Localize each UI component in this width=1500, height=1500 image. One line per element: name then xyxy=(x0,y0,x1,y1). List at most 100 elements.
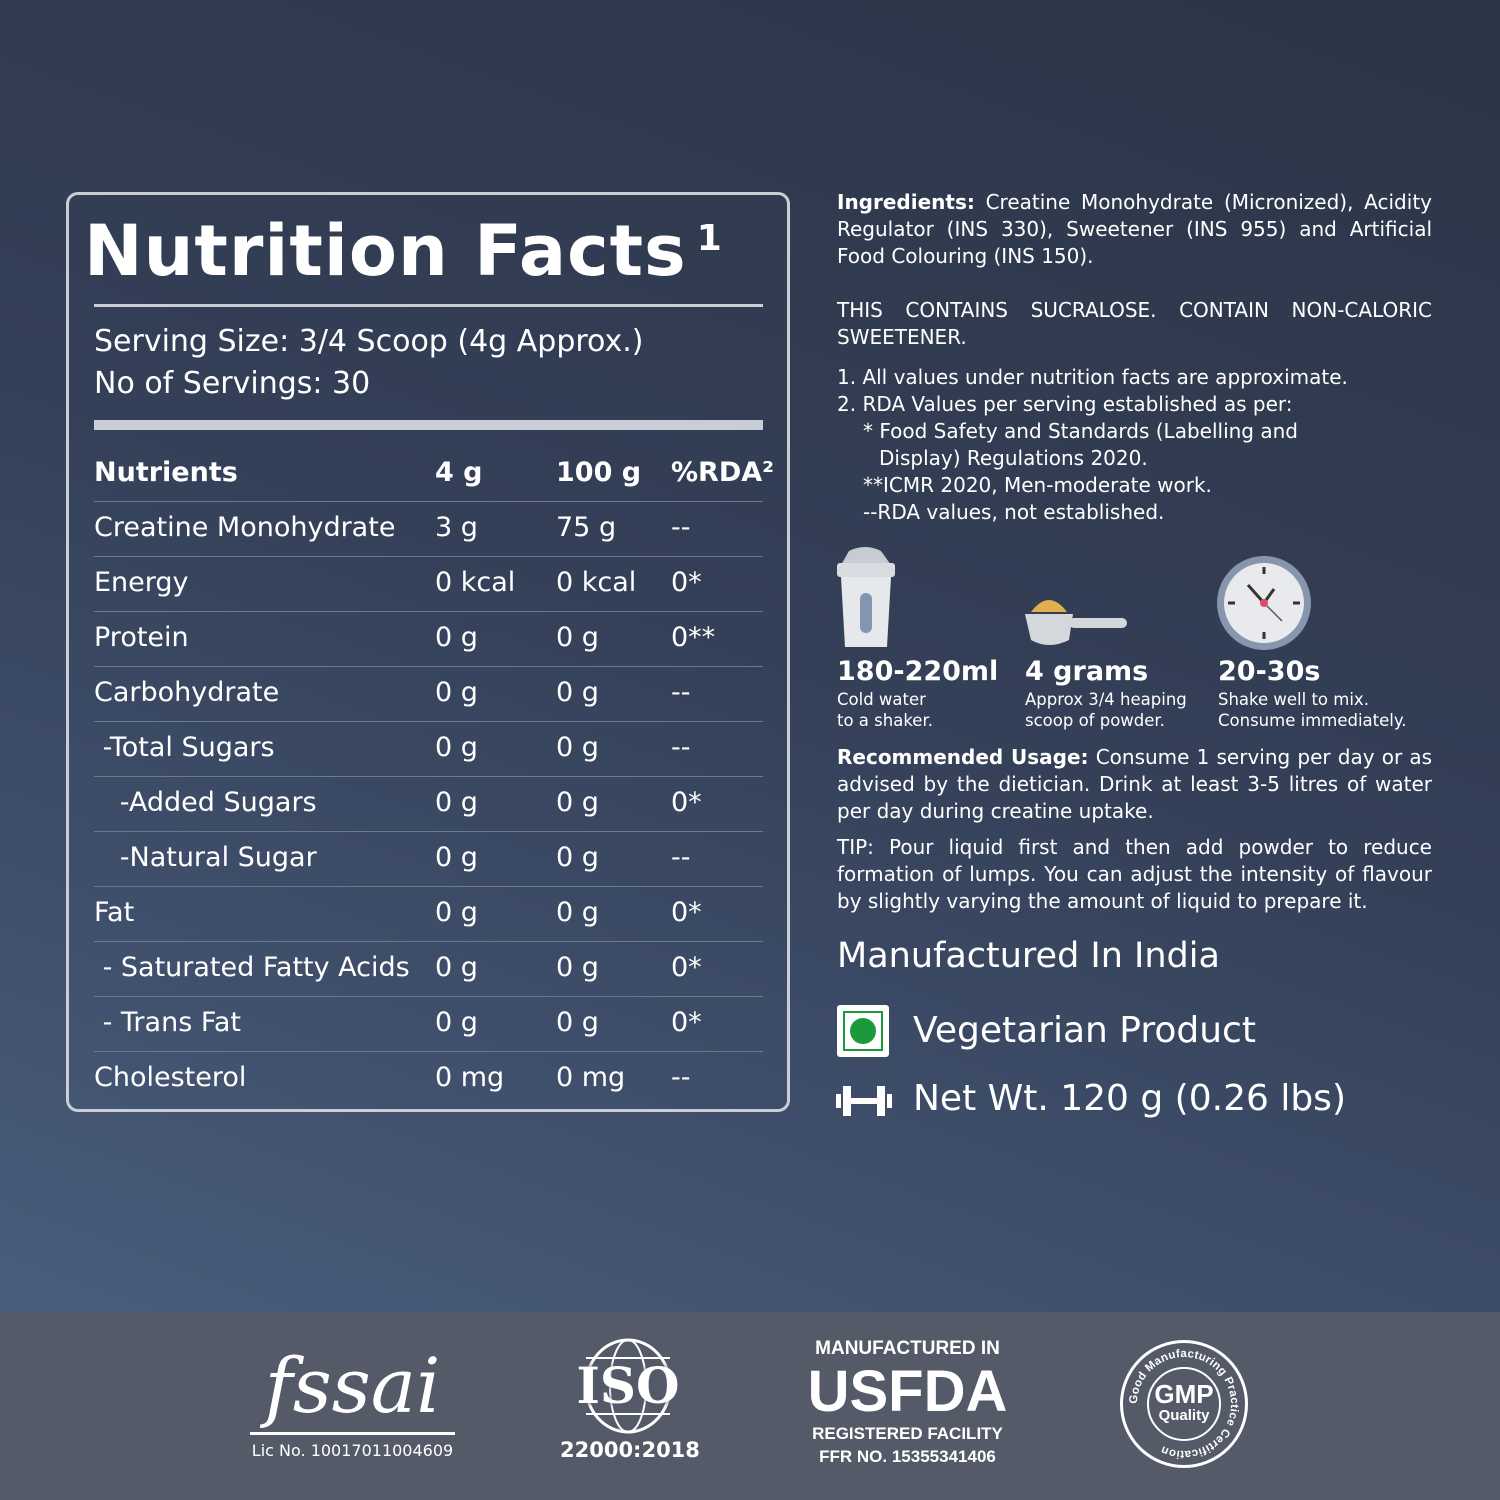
clock-icon xyxy=(1217,556,1311,650)
table-cell: 0 kcal xyxy=(556,567,637,598)
table-cell: 0* xyxy=(671,952,702,983)
table-row: Protein 0 g 0 g 0** xyxy=(94,612,763,667)
step-shake: 20-30s Shake well to mix. Consume immediat… xyxy=(1218,655,1407,731)
shaker-icon xyxy=(837,547,895,647)
step-text: scoop of powder. xyxy=(1025,711,1165,730)
step-title: 20-30s xyxy=(1218,656,1321,687)
table-cell: 0* xyxy=(671,1007,702,1038)
table-cell: -Total Sugars xyxy=(94,732,275,763)
step-title: 4 grams xyxy=(1025,656,1149,687)
footnotes: 1. All values under nutrition facts are … xyxy=(837,364,1432,526)
sweetener-warning: THIS CONTAINS SUCRALOSE. CONTAIN NON-CAL… xyxy=(837,298,1432,349)
net-weight: Net Wt. 120 g (0.26 lbs) xyxy=(913,1078,1346,1119)
ingredients-text: Creatine Monohydrate (Micronized), Acidi… xyxy=(837,190,1432,268)
iso-logo: ISO 22000:2018 xyxy=(560,1338,700,1462)
table-cell: 0 g xyxy=(556,897,599,928)
ingredients: Ingredients: Creatine Monohydrate (Micro… xyxy=(837,189,1432,270)
table-cell: 0* xyxy=(671,897,702,928)
table-cell: 0 g xyxy=(556,842,599,873)
recommended-usage: Recommended Usage: Consume 1 serving per… xyxy=(837,744,1432,825)
iso-code: 22000:2018 xyxy=(560,1438,700,1462)
table-cell: -- xyxy=(671,842,691,873)
vegetarian-product: Vegetarian Product xyxy=(913,1010,1256,1051)
table-cell: 0** xyxy=(671,622,716,653)
table-cell: Protein xyxy=(94,622,189,653)
table-cell: Carbohydrate xyxy=(94,677,280,708)
table-cell: -- xyxy=(671,1062,691,1093)
table-cell: 0 g xyxy=(435,732,478,763)
tip: TIP: Pour liquid first and then add powd… xyxy=(837,835,1432,913)
table-cell: 3 g xyxy=(435,512,478,543)
usfda-top: MANUFACTURED IN xyxy=(815,1338,1000,1359)
table-cell: Fat xyxy=(94,897,135,928)
gmp-seal: Good Manufacturing Practice Certificatio… xyxy=(1120,1340,1248,1468)
table-cell: 0 g xyxy=(435,677,478,708)
table-cell: Energy xyxy=(94,567,189,598)
title-text: Nutrition Facts xyxy=(84,210,687,292)
table-cell: 0 g xyxy=(435,622,478,653)
step-text: Shake well to mix. xyxy=(1218,690,1369,709)
usage-label: Recommended Usage: xyxy=(837,745,1089,769)
step-text: to a shaker. xyxy=(837,711,933,730)
note: --RDA values, not established. xyxy=(863,500,1165,524)
table-cell: 0* xyxy=(671,787,702,818)
table-cell: 0 mg xyxy=(556,1062,626,1093)
nutrition-facts-panel xyxy=(66,192,790,1112)
usfda-wordmark: USFDA xyxy=(807,1359,1008,1424)
table-row: -Total Sugars 0 g 0 g -- xyxy=(94,722,763,777)
gmp-quality: Quality xyxy=(1158,1407,1210,1424)
table-row: Cholesterol 0 mg 0 mg -- xyxy=(94,1052,763,1107)
fssai-license: Lic No. 10017011004609 xyxy=(251,1441,454,1460)
step-powder: 4 grams Approx 3/4 heaping scoop of powder… xyxy=(1025,655,1187,731)
usfda-ffr: FFR NO. 15355341406 xyxy=(819,1447,996,1466)
table-cell: 0 g xyxy=(556,787,599,818)
column-header: %RDA² xyxy=(671,457,774,488)
table-cell: - Trans Fat xyxy=(94,1007,242,1038)
table-cell: 0* xyxy=(671,567,702,598)
table-row: Energy 0 kcal 0 kcal 0* xyxy=(94,557,763,612)
veg-icon xyxy=(837,1005,889,1057)
serving-size: Serving Size: 3/4 Scoop (4g Approx.) xyxy=(94,324,644,359)
table-cell: Creatine Monohydrate xyxy=(94,512,396,543)
table-cell: 0 g xyxy=(556,732,599,763)
table-cell: -- xyxy=(671,677,691,708)
table-cell: 0 g xyxy=(435,952,478,983)
table-row: Creatine Monohydrate 3 g 75 g -- xyxy=(94,502,763,557)
table-cell: -Added Sugars xyxy=(94,787,317,818)
divider xyxy=(94,304,763,307)
gmp-wordmark: GMP xyxy=(1154,1379,1214,1409)
scoop-icon xyxy=(1025,600,1127,645)
table-cell: 75 g xyxy=(556,512,617,543)
table-cell: 0 g xyxy=(556,622,599,653)
thick-divider xyxy=(94,420,763,430)
table-cell: 0 g xyxy=(435,1007,478,1038)
table-cell: -Natural Sugar xyxy=(94,842,317,873)
table-cell: 0 g xyxy=(435,842,478,873)
note: **ICMR 2020, Men-moderate work. xyxy=(863,473,1212,497)
table-cell: -- xyxy=(671,732,691,763)
column-header: Nutrients xyxy=(94,457,238,488)
table-row: Fat 0 g 0 g 0* xyxy=(94,887,763,942)
step-text: Consume immediately. xyxy=(1218,711,1407,730)
table-row: -Natural Sugar 0 g 0 g -- xyxy=(94,832,763,887)
ingredients-label: Ingredients: xyxy=(837,190,975,214)
table-cell: 0 g xyxy=(435,897,478,928)
fssai-wordmark: fssai xyxy=(250,1340,455,1435)
table-cell: - Saturated Fatty Acids xyxy=(94,952,410,983)
certifications-footer: fssai Lic No. 10017011004609 ISO 22000:2… xyxy=(0,1312,1500,1500)
table-cell: 0 g xyxy=(556,952,599,983)
table-cell: 0 g xyxy=(435,787,478,818)
step-text: Cold water xyxy=(837,690,926,709)
table-row: - Saturated Fatty Acids 0 g 0 g 0* xyxy=(94,942,763,997)
table-cell: 0 kcal xyxy=(435,567,516,598)
usfda-logo: MANUFACTURED IN USFDA REGISTERED FACILIT… xyxy=(800,1338,1015,1467)
iso-wordmark: ISO xyxy=(576,1356,680,1415)
servings-count: No of Servings: 30 xyxy=(94,366,371,401)
table-cell: 0 g xyxy=(556,677,599,708)
table-row: Carbohydrate 0 g 0 g -- xyxy=(94,667,763,722)
table-cell: 0 g xyxy=(556,1007,599,1038)
table-cell: -- xyxy=(671,512,691,543)
note: 2. RDA Values per serving established as… xyxy=(837,392,1293,416)
note: 1. All values under nutrition facts are … xyxy=(837,365,1348,389)
step-water: 180-220ml Cold water to a shaker. xyxy=(837,655,998,731)
